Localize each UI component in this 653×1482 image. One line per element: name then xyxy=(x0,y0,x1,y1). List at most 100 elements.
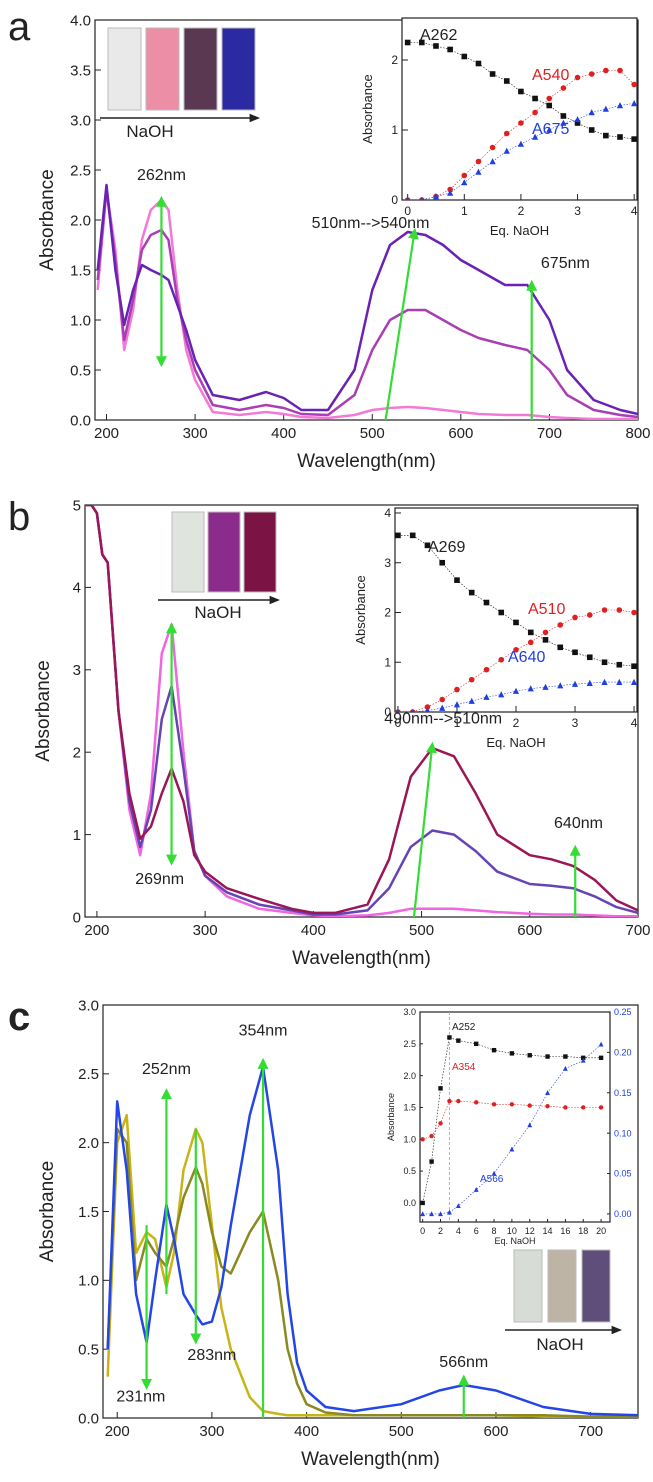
point xyxy=(630,678,637,685)
y-tick-label: 1.0 xyxy=(78,1273,99,1290)
x-tick-label: 4 xyxy=(456,1226,461,1236)
point xyxy=(475,168,482,175)
x-tick-label: 300 xyxy=(183,425,208,442)
x-tick-label: 16 xyxy=(560,1226,570,1236)
point xyxy=(532,109,538,116)
point xyxy=(491,1047,497,1053)
y-tick-label: 3 xyxy=(384,556,391,570)
point xyxy=(475,158,482,165)
x-tick-label: 700 xyxy=(537,425,562,442)
x-tick-label: 200 xyxy=(94,425,119,442)
point xyxy=(447,1035,452,1040)
point xyxy=(581,1055,586,1061)
y-tick-label: 3.5 xyxy=(70,62,91,79)
point xyxy=(420,196,424,200)
point xyxy=(560,85,567,91)
y-tick-label: 0 xyxy=(73,909,81,926)
arrow xyxy=(412,741,437,918)
point xyxy=(527,1103,532,1108)
point xyxy=(616,678,623,685)
point xyxy=(616,102,624,109)
point xyxy=(424,704,431,710)
point xyxy=(473,1041,479,1047)
y-tick-label: 4 xyxy=(384,506,391,520)
spectrum-line xyxy=(106,1065,638,1417)
point xyxy=(509,1102,515,1107)
point xyxy=(602,105,609,112)
x-tick-label: 600 xyxy=(483,1423,508,1440)
point xyxy=(581,1105,586,1110)
annotation: 262nm xyxy=(137,167,186,184)
point xyxy=(557,682,564,689)
photo-label: NaOH xyxy=(536,1335,583,1354)
y-tick-label: 1.5 xyxy=(70,262,91,279)
point xyxy=(598,1041,604,1047)
y-tick-label: 2.0 xyxy=(70,212,91,229)
annotation: 490nm-->510nm xyxy=(384,710,502,727)
point xyxy=(489,71,496,77)
point xyxy=(473,1187,479,1192)
point xyxy=(513,647,519,653)
point xyxy=(603,132,609,139)
x-tick-label: 1 xyxy=(454,716,461,730)
y-tick-label: 1.0 xyxy=(70,312,91,329)
annotation: 510nm-->540nm xyxy=(312,215,430,232)
point xyxy=(489,144,496,151)
x-axis-title: Wavelength(nm) xyxy=(297,451,436,472)
point xyxy=(404,39,411,46)
annotation: 640nm xyxy=(554,815,603,832)
point xyxy=(453,701,461,708)
plot-area xyxy=(96,183,638,420)
y-tick-label: 0 xyxy=(384,705,391,719)
y-axis-title: Absorbance xyxy=(360,74,375,143)
x-axis-title: Wavelength(nm) xyxy=(301,1449,440,1470)
x-tick-label: 10 xyxy=(507,1226,517,1236)
x-tick-label: 2 xyxy=(513,716,520,730)
y-tick-label: 1.0 xyxy=(403,1134,416,1144)
cuvette-photo xyxy=(158,511,281,605)
point xyxy=(425,707,430,712)
point xyxy=(542,629,549,636)
x-tick-label: 600 xyxy=(517,922,542,939)
y-tick-label: 1 xyxy=(384,655,391,669)
point xyxy=(411,708,415,712)
point xyxy=(574,74,581,81)
point xyxy=(616,607,623,613)
point xyxy=(527,685,534,692)
annotation: 675nm xyxy=(541,255,590,272)
x-tick-label: 20 xyxy=(596,1226,606,1236)
point xyxy=(498,609,505,616)
x-tick-label: 400 xyxy=(301,922,326,939)
point xyxy=(461,179,468,186)
point xyxy=(439,696,446,703)
point xyxy=(517,140,524,147)
spectrum-line xyxy=(106,1127,638,1418)
point xyxy=(527,639,534,646)
point xyxy=(631,81,637,88)
point xyxy=(572,614,578,621)
point xyxy=(419,39,425,46)
y-tick-label: 2.0 xyxy=(78,1135,99,1152)
y-axis-title: Absorbance xyxy=(386,1093,396,1141)
x-tick-label: 800 xyxy=(625,425,650,442)
series-label: A566 xyxy=(480,1174,504,1185)
point xyxy=(498,691,505,698)
y-tick-label: 0.0 xyxy=(78,1410,99,1427)
point xyxy=(433,43,439,49)
cuvette-photo xyxy=(100,27,261,123)
point xyxy=(586,612,593,618)
point xyxy=(455,1203,461,1209)
y-tick-label: 2.0 xyxy=(403,1071,416,1081)
panel-letter: a xyxy=(8,5,31,49)
series-label: A510 xyxy=(528,601,565,618)
point xyxy=(509,1146,515,1152)
point xyxy=(429,1159,434,1164)
point xyxy=(531,133,539,140)
point xyxy=(489,158,496,165)
y-tick-label: 0 xyxy=(391,193,398,207)
y-tick-label: 0.0 xyxy=(70,412,91,429)
point xyxy=(498,656,505,663)
chart: 0 1 2 3 4 0 1 2 3 4 Eq. NaOH Absorbance A269 A510 A640 xyxy=(353,506,638,750)
point xyxy=(420,1211,426,1217)
